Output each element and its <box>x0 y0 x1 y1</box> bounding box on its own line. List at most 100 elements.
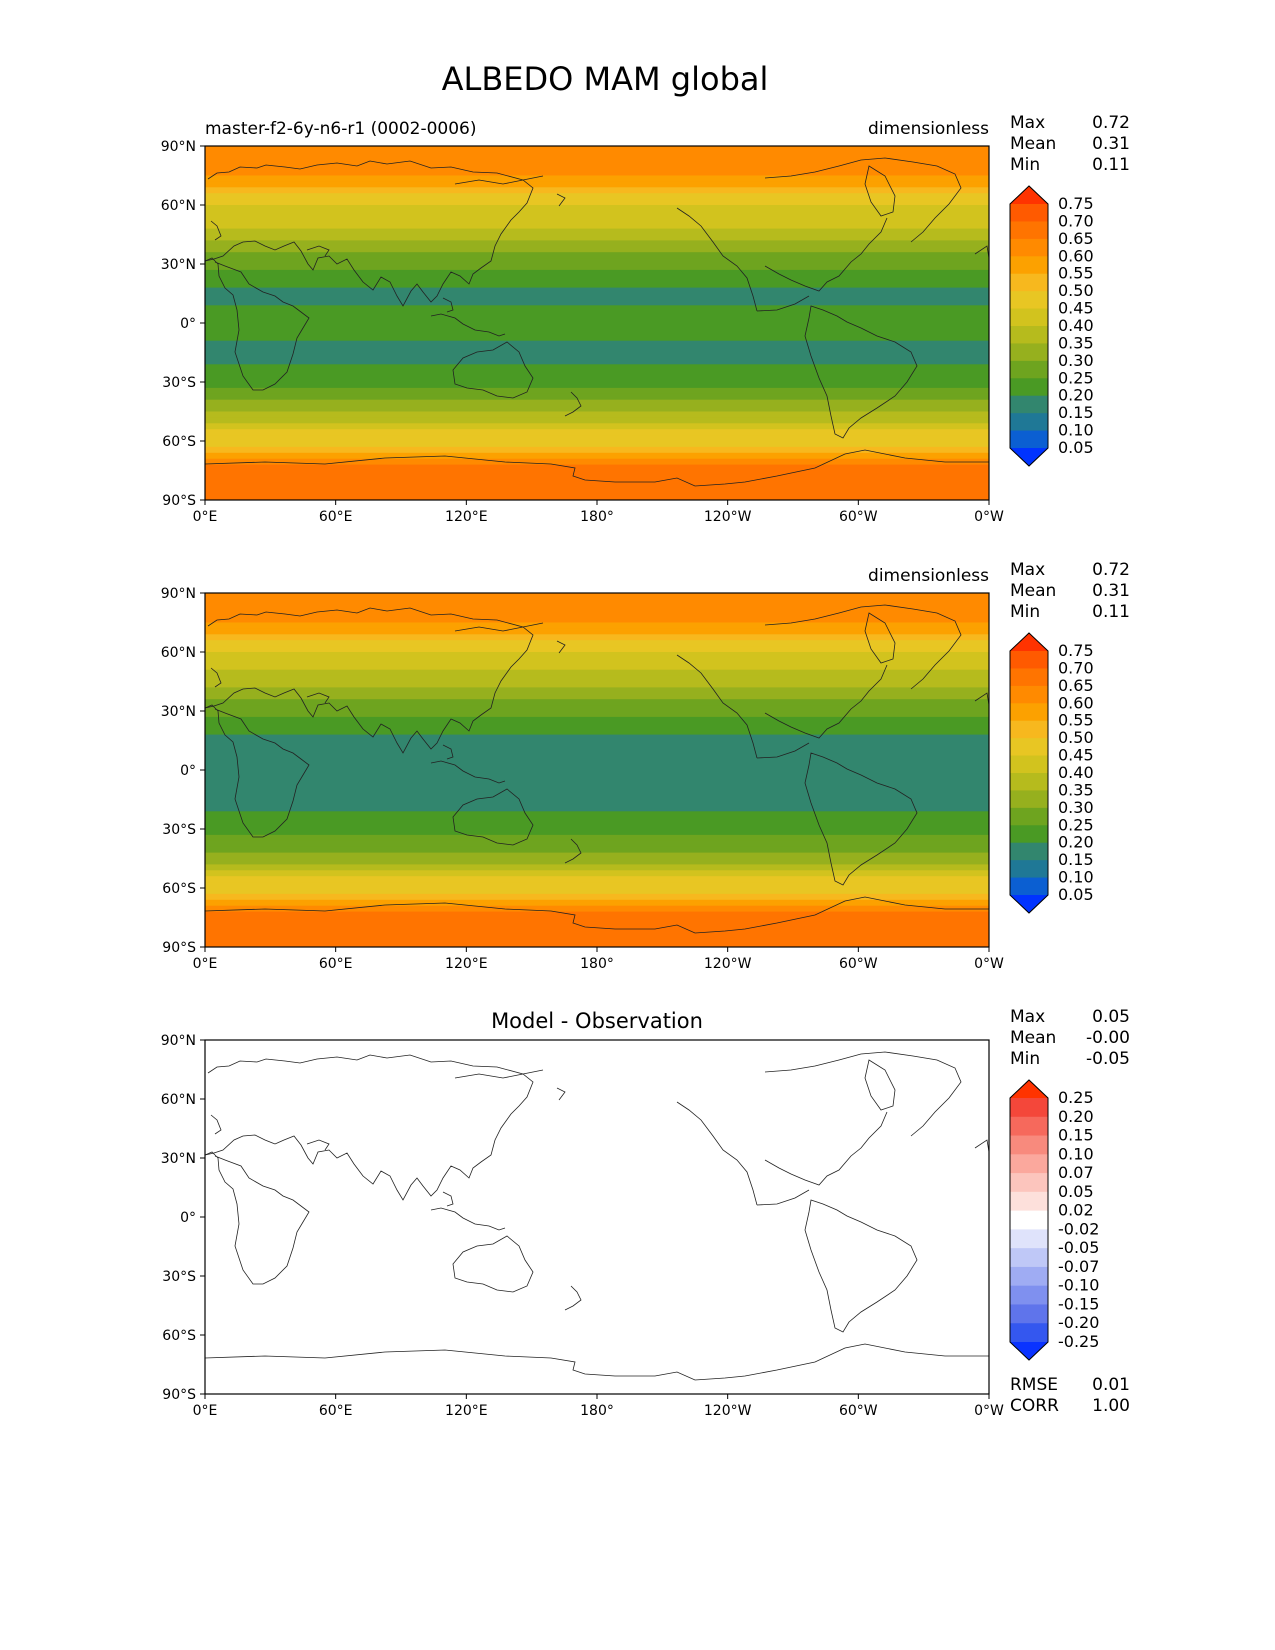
y-tick-label: 90°N <box>161 139 196 155</box>
colorbar-segment <box>1010 755 1048 774</box>
y-tick-label: 90°S <box>162 493 196 509</box>
x-tick-label: 60°E <box>319 1403 353 1419</box>
field-band <box>205 311 989 318</box>
colorbar-segment <box>1010 256 1048 275</box>
colorbar-segment <box>1010 430 1048 449</box>
colorbar-segment <box>1010 773 1048 791</box>
x-tick-label: 120°W <box>704 956 752 972</box>
field-band <box>205 352 989 359</box>
colorbar-segment <box>1010 378 1048 397</box>
colorbar-extend-min <box>1010 895 1048 913</box>
field-band <box>205 604 989 612</box>
field-band <box>205 169 989 177</box>
colorbar-label: 0.20 <box>1058 386 1094 405</box>
y-tick-label: 60°N <box>161 198 196 214</box>
field-band <box>205 852 989 860</box>
field-band <box>205 494 989 500</box>
field-band <box>205 876 989 883</box>
field-band <box>205 740 989 747</box>
field-band <box>205 216 989 224</box>
field-band <box>205 834 989 842</box>
stat-value: 0.31 <box>1092 581 1130 601</box>
field-band <box>205 287 989 295</box>
colorbar-extend-min <box>1010 448 1048 466</box>
field-band <box>205 458 989 466</box>
y-tick-label: 90°N <box>161 586 196 602</box>
colorbar-label: 0.75 <box>1058 194 1094 213</box>
x-tick-label: 180° <box>580 1403 614 1419</box>
x-tick-label: 120°E <box>445 956 488 972</box>
colorbar-segment <box>1010 1135 1048 1155</box>
colorbar-label: 0.35 <box>1058 780 1094 799</box>
field-band <box>205 929 989 936</box>
field-band <box>205 699 989 706</box>
colorbar-segment <box>1010 413 1048 432</box>
x-tick-label: 60°W <box>839 509 878 525</box>
stat-label: Mean <box>1010 581 1056 601</box>
field-band <box>205 323 989 330</box>
field-band <box>205 187 989 194</box>
field-band <box>205 864 989 871</box>
stat-label: Mean <box>1010 134 1056 154</box>
field-band <box>205 157 989 165</box>
field-band <box>205 917 989 924</box>
field-band <box>205 334 989 342</box>
field-band <box>205 340 989 348</box>
colorbar: 0.750.700.650.600.550.500.450.400.350.30… <box>1009 632 1094 914</box>
y-tick-label: 60°N <box>161 645 196 661</box>
colorbar-label: -0.07 <box>1058 1257 1099 1276</box>
colorbar-segment <box>1010 1266 1048 1287</box>
colorbar-label: 0.65 <box>1058 676 1094 695</box>
y-tick-label: 30°N <box>161 704 196 720</box>
x-tick-label: 120°W <box>704 1403 752 1419</box>
y-tick-label: 60°S <box>162 434 196 450</box>
x-tick-label: 120°E <box>445 1403 488 1419</box>
colorbar-label: 0.40 <box>1058 316 1094 335</box>
field-band <box>205 151 989 159</box>
field-band <box>205 317 989 324</box>
colorbar-label: 0.15 <box>1058 850 1094 869</box>
field-band <box>205 799 989 806</box>
field-band <box>205 281 989 289</box>
field-band <box>205 941 989 947</box>
field-band <box>205 787 989 795</box>
colorbar-label: 0.07 <box>1058 1163 1094 1182</box>
field-band <box>205 593 989 600</box>
map-panel-2: dimensionless90°N60°N30°N0°30°S60°S90°S0… <box>161 560 1130 972</box>
field-band <box>205 634 989 641</box>
colorbar-segment <box>1010 1285 1048 1305</box>
field-band <box>205 616 989 624</box>
field-band <box>205 181 989 188</box>
y-tick-label: 0° <box>180 1210 196 1226</box>
field-band <box>205 411 989 418</box>
colorbar-label: 0.55 <box>1058 264 1094 283</box>
field-band <box>205 734 989 742</box>
x-tick-label: 0°W <box>974 509 1004 525</box>
field-band <box>205 435 989 442</box>
colorbar-outline <box>1009 1079 1049 1361</box>
field-band <box>205 870 989 877</box>
field-band <box>205 693 989 700</box>
colorbar-segment <box>1010 273 1048 292</box>
colorbar-segment <box>1010 1116 1048 1137</box>
extra-stat-value: 1.00 <box>1092 1396 1130 1416</box>
colorbar-segment <box>1010 204 1048 222</box>
colorbar: 0.250.200.150.100.070.050.02-0.02-0.05-0… <box>1009 1079 1099 1361</box>
field-band <box>205 770 989 777</box>
field-band <box>205 358 989 365</box>
colorbar-segment <box>1010 360 1048 379</box>
colorbar: 0.750.700.650.600.550.500.450.400.350.30… <box>1009 185 1094 467</box>
y-tick-label: 30°N <box>161 257 196 273</box>
extra-stat-label: CORR <box>1010 1396 1059 1416</box>
field-band <box>205 376 989 383</box>
map-panel-3: Model - Observation 90°N 60°N 30°N 0° 30°S 60°… <box>161 1007 1130 1419</box>
colorbar-extend-min <box>1010 1342 1048 1360</box>
field-band <box>205 935 989 942</box>
y-tick-label: 60°S <box>162 881 196 897</box>
colorbar-segment <box>1010 221 1048 240</box>
x-tick-label: 60°W <box>839 1403 878 1419</box>
colorbar-segment <box>1010 860 1048 879</box>
colorbar-label: 0.25 <box>1058 815 1094 834</box>
colorbar-label: 0.10 <box>1058 868 1094 887</box>
